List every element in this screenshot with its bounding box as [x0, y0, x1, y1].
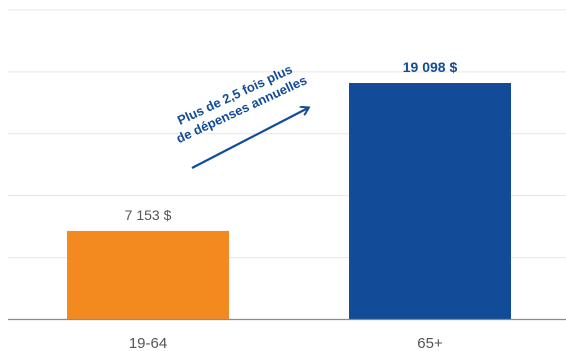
- labels: 7 153 $ 19-64 19 098 $ 65+: [125, 59, 458, 351]
- category-label: 19-64: [129, 335, 167, 351]
- value-label: 19 098 $: [403, 59, 458, 75]
- category-label: 65+: [417, 335, 443, 351]
- bar-65+: [349, 83, 511, 320]
- annotation: Plus de 2,5 fois plusde dépenses annuell…: [167, 58, 309, 169]
- bar-19-64: [67, 230, 229, 320]
- bars: [67, 83, 511, 320]
- value-label: 7 153 $: [125, 207, 172, 223]
- growth-arrow: [191, 108, 308, 169]
- annotation-text: Plus de 2,5 fois plusde dépenses annuell…: [167, 58, 309, 146]
